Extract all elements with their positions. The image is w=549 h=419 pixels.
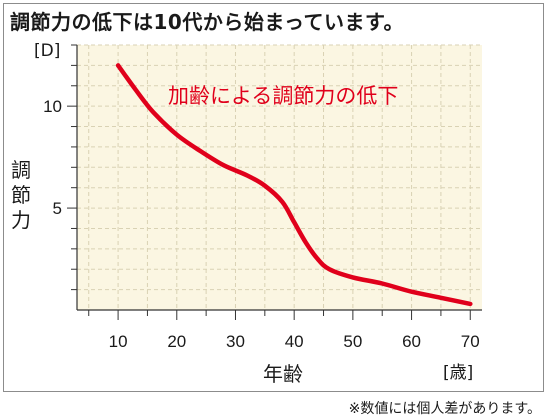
x-axis-label: 年齢 <box>263 362 303 386</box>
x-tick-label: 60 <box>402 332 421 351</box>
x-tick-label: 70 <box>461 332 480 351</box>
y-unit-label: [D] <box>34 41 61 61</box>
x-tick-label: 10 <box>109 332 128 351</box>
x-tick-label: 50 <box>343 332 362 351</box>
y-tick-label: 10 <box>43 97 62 116</box>
annotation-label: 加齢による調節力の低下 <box>168 84 398 108</box>
accommodation-curve <box>115 63 473 307</box>
x-unit-label: [歳] <box>443 363 474 383</box>
x-tick-label: 20 <box>167 332 186 351</box>
plot-background <box>77 45 482 310</box>
chart-title: 調節力の低下は10代から始まっています。 <box>10 10 405 34</box>
y-axis-label: 調 節 力 <box>11 158 31 232</box>
y-tick-label: 5 <box>53 199 62 218</box>
footnote: ※数値には個人差があります。 <box>348 401 541 417</box>
x-tick-label: 30 <box>226 332 245 351</box>
x-tick-label: 40 <box>285 332 304 351</box>
